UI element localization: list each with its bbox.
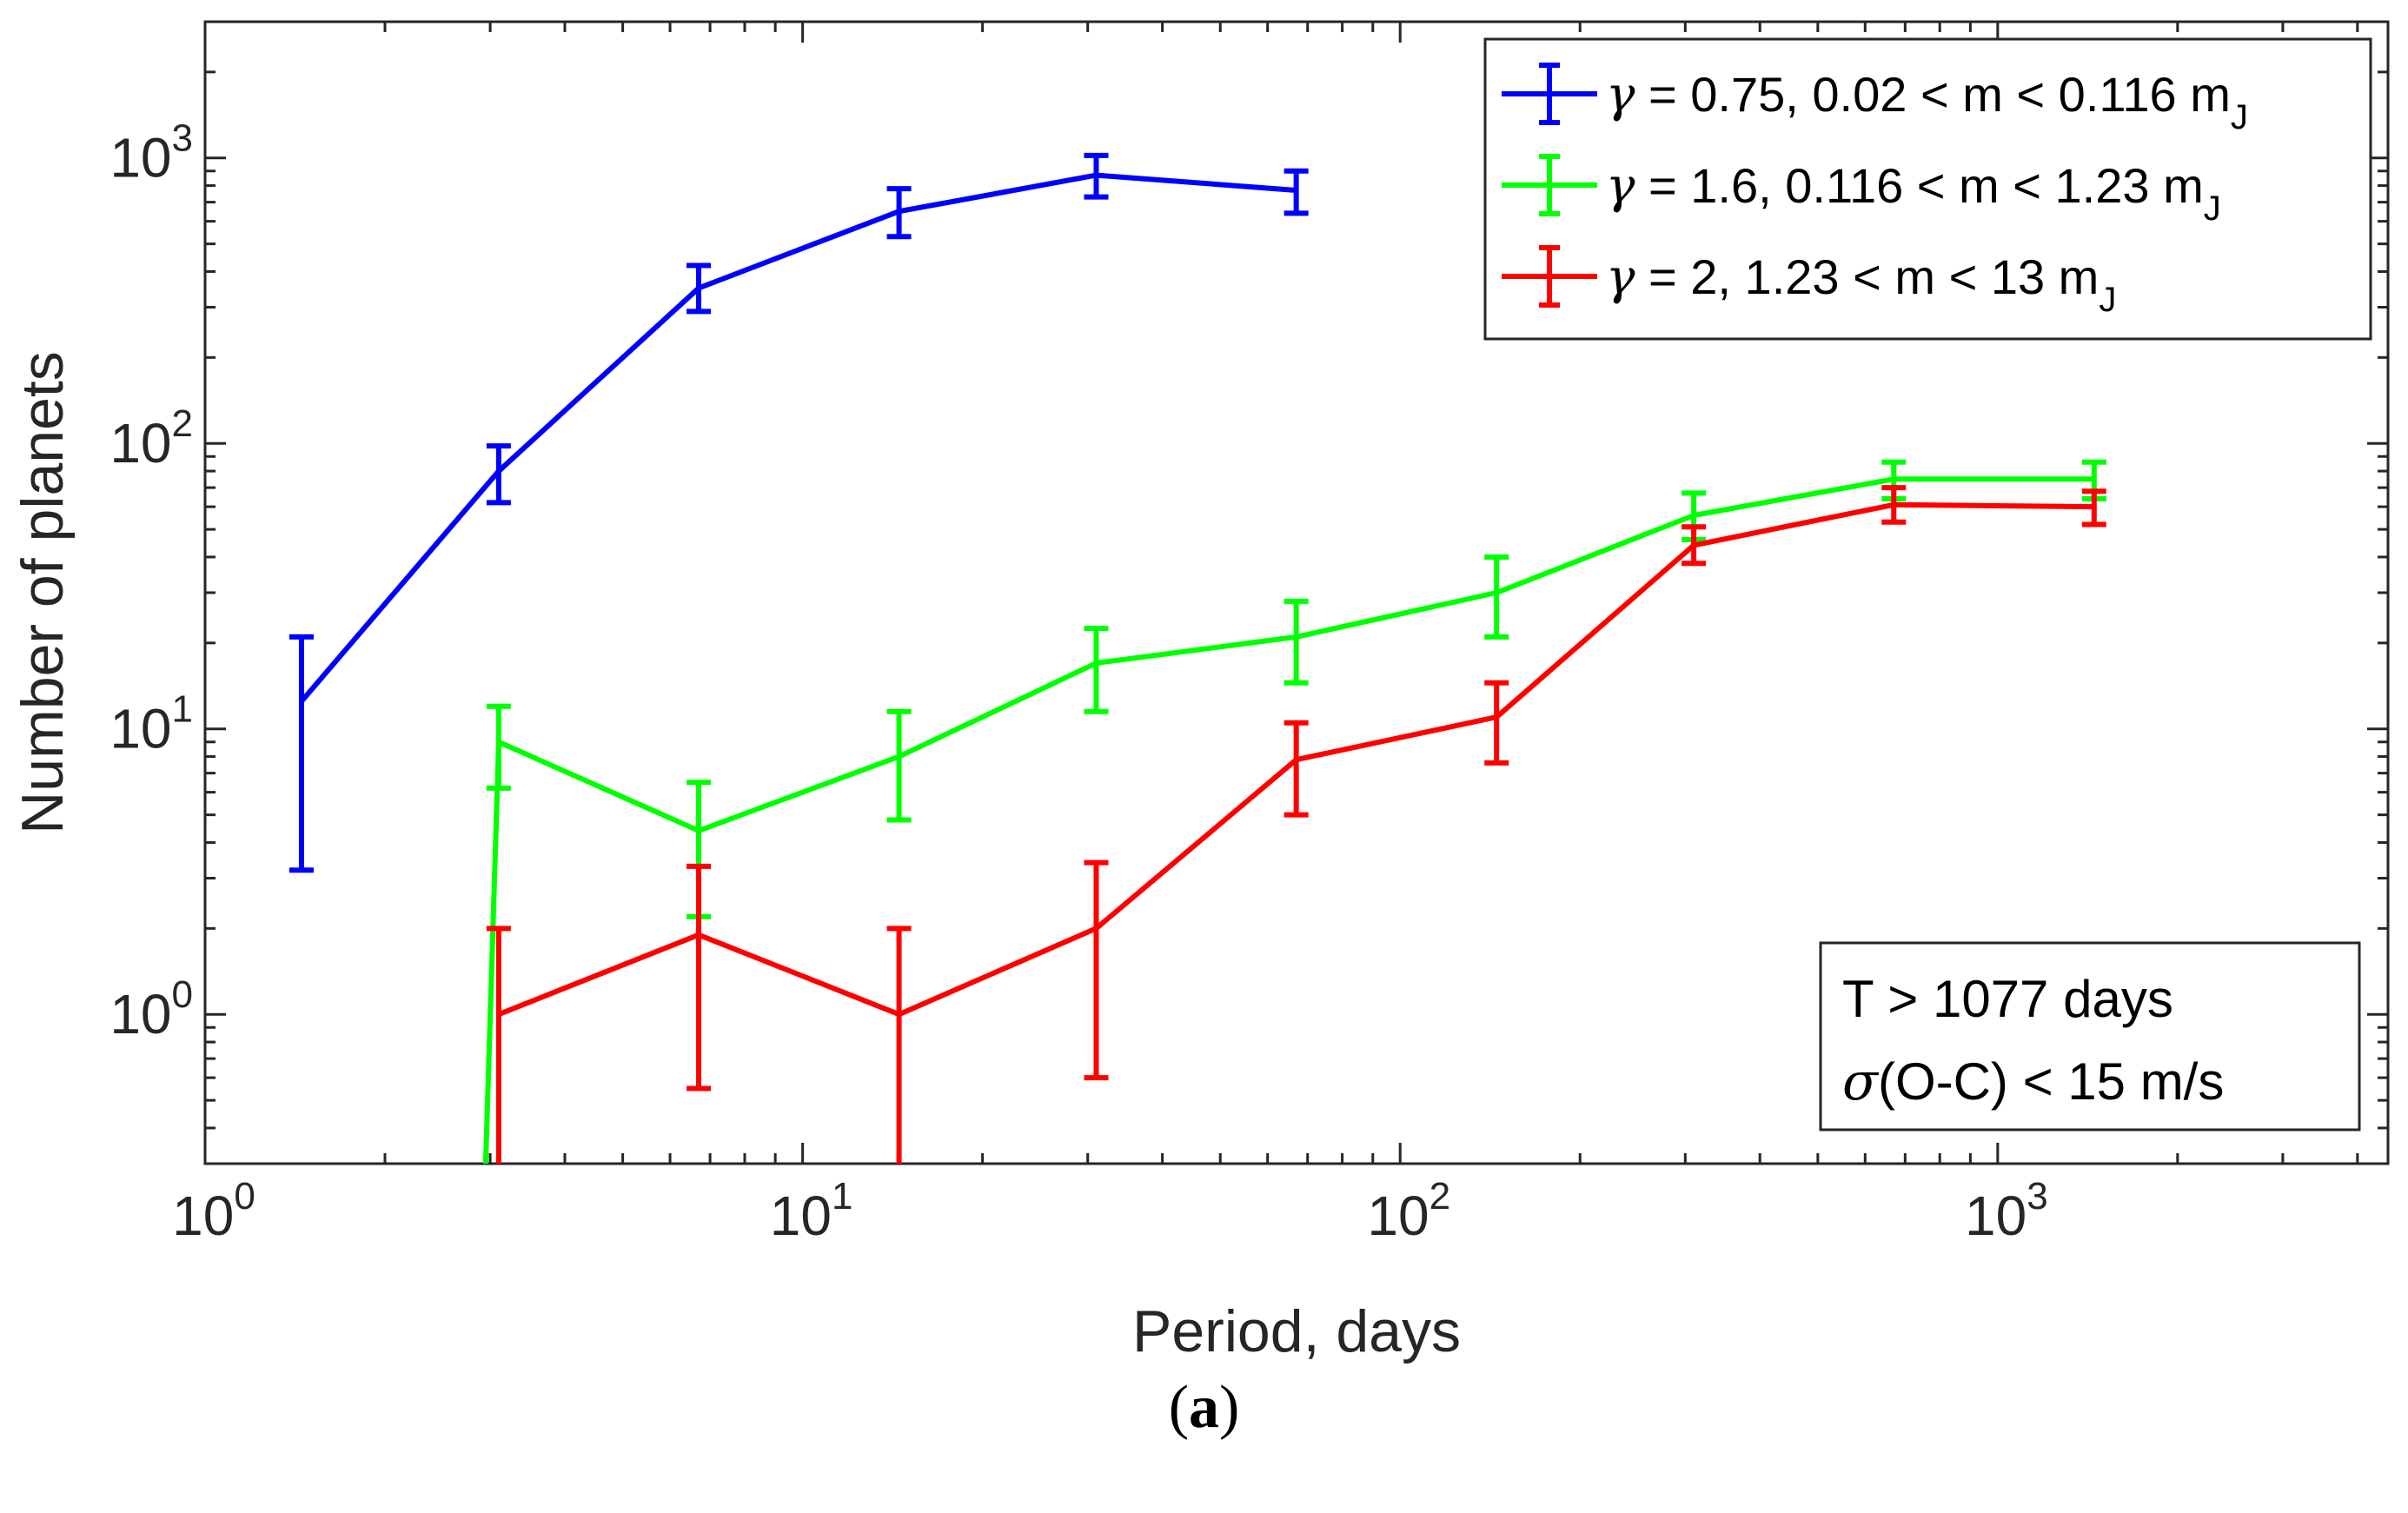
- series-layer: [289, 152, 2106, 1164]
- annotation-box: T > 1077 days σ(O-C) < 15 m/s: [1819, 941, 2361, 1131]
- annotation-line-1: T > 1077 days: [1842, 970, 2173, 1028]
- legend-label-text: = 2, 1.23 < m < 13 m: [1635, 249, 2099, 304]
- legend-gamma-symbol: γ: [1606, 249, 1635, 306]
- legend-gamma-symbol: γ: [1606, 67, 1635, 123]
- sigma-symbol: σ: [1842, 1052, 1880, 1112]
- y-tick-label: 100: [109, 973, 193, 1045]
- y-tick-label-exponent: 3: [172, 117, 193, 160]
- annotation-frame: [1819, 941, 2361, 1131]
- legend-entry-3: γ = 2, 1.23 < m < 13 mJ: [1502, 245, 2116, 319]
- x-tick-label-base: 10: [1367, 1185, 1429, 1247]
- x-tick-label: 103: [1965, 1175, 2048, 1247]
- y-tick-label-exponent: 2: [172, 402, 193, 445]
- y-tick-label-base: 10: [109, 698, 171, 760]
- series-1-line: [299, 172, 1297, 703]
- x-axis-label: Period, days: [1132, 1298, 1461, 1364]
- x-tick-label: 100: [172, 1175, 255, 1247]
- panel-label-letter: a: [1189, 1374, 1219, 1441]
- legend-entry-1: γ = 0.75, 0.02 < m < 0.116 mJ: [1502, 63, 2248, 136]
- legend-label: γ = 1.6, 0.116 < m < 1.23 mJ: [1606, 158, 2221, 228]
- legend-box: [1483, 37, 2372, 341]
- x-tick-label-exponent: 3: [2027, 1175, 2047, 1218]
- y-tick-label: 102: [109, 402, 193, 474]
- x-tick-label-base: 10: [172, 1185, 234, 1247]
- y-tick-label-base: 10: [109, 127, 171, 189]
- y-tick-label-exponent: 1: [172, 688, 193, 731]
- x-tick-label: 101: [770, 1175, 853, 1247]
- x-tick-label-exponent: 2: [1430, 1175, 1450, 1218]
- annotation-line-2-text: (O-C) < 15 m/s: [1878, 1052, 2224, 1111]
- legend-label-text: = 1.6, 0.116 < m < 1.23 m: [1635, 158, 2203, 213]
- panel-label-close: ): [1219, 1374, 1240, 1441]
- series-3: [486, 485, 2106, 1164]
- y-tick-label: 101: [109, 688, 193, 760]
- y-axis-label: Number of planets: [10, 351, 76, 834]
- x-tick-labels: 100 101 102 103: [172, 1175, 2048, 1247]
- y-tick-label: 103: [109, 117, 193, 189]
- legend-gamma-symbol: γ: [1606, 158, 1635, 215]
- legend-entry-2: γ = 1.6, 0.116 < m < 1.23 mJ: [1502, 154, 2221, 228]
- legend-label-text: = 0.75, 0.02 < m < 0.116 m: [1635, 67, 2230, 122]
- legend-label-subscript: J: [2099, 281, 2116, 319]
- panel-label-open: (: [1168, 1374, 1189, 1441]
- x-tick-label: 102: [1367, 1175, 1450, 1247]
- x-tick-label-exponent: 1: [832, 1175, 852, 1218]
- legend: γ = 0.75, 0.02 < m < 0.116 mJγ = 1.6, 0.…: [1483, 37, 2372, 341]
- x-tick-label-base: 10: [1965, 1185, 2027, 1247]
- legend-label-subscript: J: [2231, 98, 2248, 136]
- legend-label: γ = 0.75, 0.02 < m < 0.116 mJ: [1606, 67, 2248, 136]
- legend-label-subscript: J: [2204, 189, 2221, 228]
- annotation-line-2: σ(O-C) < 15 m/s: [1842, 1052, 2224, 1112]
- y-tick-label-base: 10: [109, 983, 171, 1045]
- y-tick-label-base: 10: [109, 412, 171, 474]
- x-tick-label-base: 10: [770, 1185, 832, 1247]
- series-2-line: [482, 476, 2094, 1164]
- series-1: [289, 152, 1309, 873]
- x-tick-label-exponent: 0: [234, 1175, 255, 1218]
- series-2: [482, 459, 2106, 1164]
- y-tick-label-exponent: 0: [172, 973, 193, 1016]
- panel-label: (a): [0, 1373, 2408, 1443]
- legend-label: γ = 2, 1.23 < m < 13 mJ: [1606, 249, 2116, 319]
